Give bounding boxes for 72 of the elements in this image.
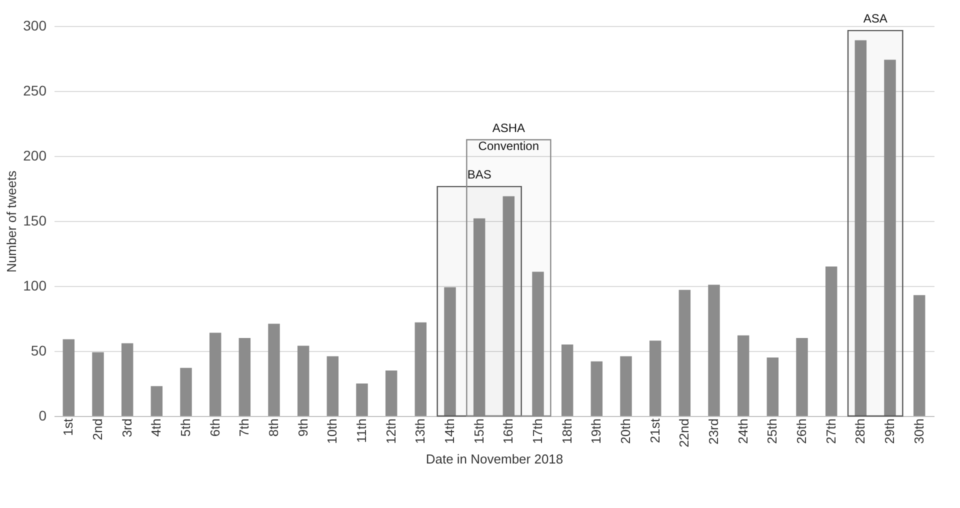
y-tick-label: 300	[23, 18, 47, 34]
x-tick-label: 19th	[588, 418, 604, 444]
x-tick-label: 14th	[442, 418, 457, 444]
y-axis-title: Number of tweets	[4, 170, 20, 272]
bar	[238, 338, 251, 416]
x-tick-label: 17th	[530, 418, 545, 444]
band-label: ASA	[863, 12, 888, 26]
bar	[825, 266, 838, 416]
x-tick-label: 6th	[207, 418, 222, 437]
y-tick-label: 250	[23, 82, 47, 98]
x-tick-label: 27th	[823, 418, 838, 444]
bar	[854, 40, 867, 416]
bar	[268, 324, 280, 416]
bar	[62, 339, 75, 416]
bar	[561, 344, 574, 416]
x-tick-label: 18th	[559, 418, 574, 444]
bar	[385, 370, 398, 416]
bar	[649, 340, 662, 416]
x-tick-label: 1st	[60, 418, 76, 436]
x-tick-label: 28th	[852, 418, 868, 444]
x-tick-label: 24th	[735, 418, 750, 444]
bar	[678, 290, 691, 416]
bar	[796, 338, 808, 416]
bar	[502, 196, 515, 416]
bar	[532, 272, 544, 416]
x-tick-label: 2nd	[90, 418, 105, 440]
x-tick-label: 25th	[764, 418, 780, 444]
x-axis-title: Date in November 2018	[426, 451, 564, 466]
bar	[766, 358, 779, 416]
x-tick-label: 9th	[295, 418, 310, 437]
bar	[121, 343, 134, 416]
x-tick-label: 11th	[354, 418, 369, 443]
x-tick-label: 30th	[911, 418, 926, 444]
band-label: ASHA Convention	[478, 120, 540, 153]
x-tick-label: 4th	[148, 418, 164, 437]
bar	[913, 295, 926, 416]
y-tick-label: 150	[23, 212, 47, 228]
x-tick-label: 29th	[882, 418, 897, 444]
x-tick-label: 8th	[266, 418, 281, 437]
y-tick-label: 100	[23, 278, 47, 294]
x-tick-label: 20th	[618, 418, 633, 444]
x-tick-label: 3rd	[119, 418, 134, 438]
x-tick-label: 13th	[412, 418, 428, 444]
bar	[473, 218, 486, 416]
bar	[92, 352, 104, 416]
x-tick-label: 7th	[236, 418, 252, 437]
band-label: BAS	[467, 168, 492, 182]
x-tick-label: 5th	[178, 418, 193, 437]
bar	[297, 346, 310, 416]
bar	[414, 322, 427, 416]
y-tick-label: 50	[30, 342, 47, 358]
bar	[737, 335, 750, 416]
bar	[590, 361, 603, 416]
bar	[326, 356, 339, 416]
bar	[150, 386, 163, 416]
bar	[180, 368, 192, 416]
x-tick-label: 12th	[383, 418, 398, 444]
x-tick-label: 21st	[647, 418, 662, 444]
y-tick-label: 0	[38, 408, 47, 424]
x-tick-label: 16th	[500, 418, 516, 444]
bar	[209, 332, 222, 416]
y-tick-label: 200	[23, 148, 47, 164]
bar	[356, 384, 368, 416]
bar	[620, 356, 632, 416]
x-tick-label: 15th	[471, 418, 486, 444]
bar	[884, 60, 896, 416]
bar	[444, 287, 456, 416]
bar	[708, 284, 720, 416]
x-tick-label: 23rd	[706, 418, 721, 445]
x-tick-label: 22nd	[676, 418, 692, 448]
x-tick-label: 26th	[794, 418, 809, 444]
x-tick-label: 10th	[324, 418, 340, 444]
